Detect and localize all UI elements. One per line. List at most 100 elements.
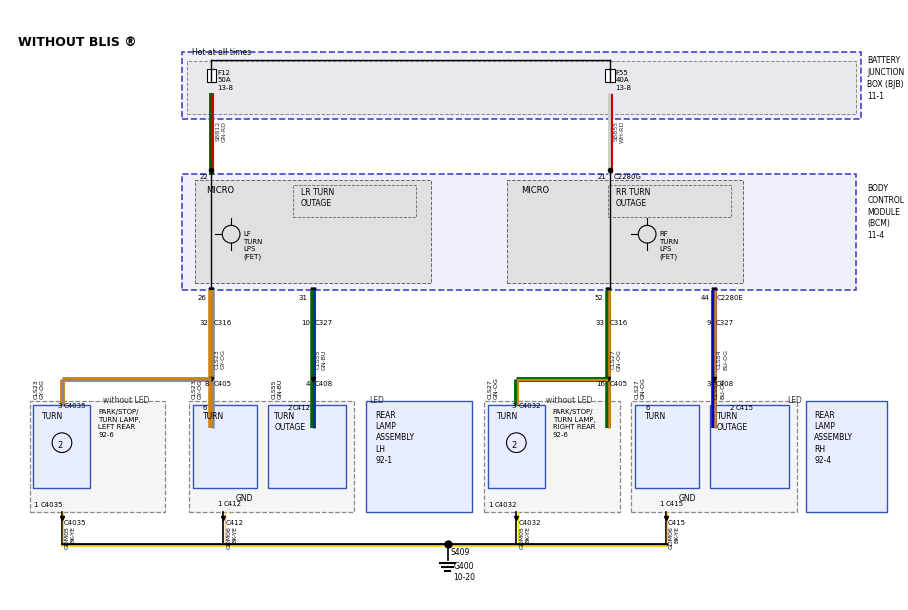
Text: TURN: TURN (43, 412, 64, 421)
Text: without LED: without LED (546, 396, 592, 406)
FancyBboxPatch shape (507, 180, 743, 284)
Text: C4032: C4032 (518, 403, 541, 409)
Text: WH-RD: WH-RD (619, 121, 625, 143)
Text: 2: 2 (511, 441, 517, 450)
FancyBboxPatch shape (187, 61, 855, 114)
Text: 9: 9 (706, 320, 711, 326)
Text: C405: C405 (213, 381, 232, 387)
FancyBboxPatch shape (366, 401, 472, 512)
Text: BODY
CONTROL
MODULE
(BCM)
11-4: BODY CONTROL MODULE (BCM) 11-4 (867, 184, 904, 240)
Text: 6: 6 (646, 405, 650, 411)
Text: 3: 3 (706, 381, 711, 387)
FancyBboxPatch shape (631, 401, 796, 512)
Text: CLS54: CLS54 (714, 380, 719, 400)
Text: GN-BU: GN-BU (321, 350, 327, 370)
Text: GN-OG: GN-OG (617, 350, 622, 371)
Text: GND: GND (678, 494, 696, 503)
Text: C405: C405 (610, 381, 627, 387)
Text: Hot at all times: Hot at all times (192, 48, 251, 57)
Text: SBB55: SBB55 (614, 121, 618, 141)
Text: 2: 2 (57, 441, 63, 450)
Text: BK-YE: BK-YE (71, 526, 75, 544)
Text: GND: GND (236, 494, 253, 503)
Text: 52: 52 (594, 295, 603, 301)
Text: LF
TURN
LPS
(FET): LF TURN LPS (FET) (243, 231, 262, 260)
Text: 1: 1 (659, 501, 664, 507)
Text: LED: LED (787, 396, 802, 406)
Text: 22: 22 (200, 174, 209, 180)
Text: GDM06: GDM06 (669, 526, 674, 549)
FancyBboxPatch shape (293, 185, 416, 218)
FancyBboxPatch shape (806, 401, 887, 512)
Text: GN-BU: GN-BU (277, 379, 282, 400)
Text: RR TURN
OUTAGE: RR TURN OUTAGE (616, 188, 650, 208)
Text: C412: C412 (223, 501, 242, 507)
Text: 26: 26 (198, 295, 206, 301)
Text: SBB12: SBB12 (215, 121, 221, 142)
Text: without LED: without LED (104, 396, 150, 406)
Text: C316: C316 (213, 320, 232, 326)
Text: 1: 1 (34, 501, 38, 508)
Text: 33: 33 (596, 320, 605, 326)
Text: G400
10-20: G400 10-20 (453, 562, 476, 582)
Text: 6: 6 (202, 405, 207, 411)
Text: LR TURN
OUTAGE: LR TURN OUTAGE (301, 188, 334, 208)
Text: C408: C408 (716, 381, 735, 387)
Text: WITHOUT BLIS ®: WITHOUT BLIS ® (17, 37, 136, 49)
Text: C412: C412 (225, 520, 243, 526)
Text: 4: 4 (305, 381, 310, 387)
Bar (605, 69, 615, 82)
Text: C412: C412 (293, 405, 311, 411)
Text: GY-OG: GY-OG (198, 379, 202, 400)
Text: CLS27: CLS27 (635, 379, 639, 400)
Text: BK-YE: BK-YE (232, 526, 237, 544)
Text: RF
TURN
LPS
(FET): RF TURN LPS (FET) (659, 231, 678, 260)
Text: 2: 2 (287, 405, 291, 411)
Text: 8: 8 (204, 381, 209, 387)
FancyBboxPatch shape (488, 405, 545, 488)
Text: REAR
LAMP
ASSEMBLY
LH
92-1: REAR LAMP ASSEMBLY LH 92-1 (376, 411, 415, 465)
Text: C316: C316 (610, 320, 628, 326)
Text: 1: 1 (217, 501, 222, 507)
Text: CLS54: CLS54 (717, 350, 722, 369)
Text: 31: 31 (299, 295, 308, 301)
Text: F12
50A
13-8: F12 50A 13-8 (217, 70, 233, 91)
Text: GN-OG: GN-OG (640, 378, 646, 400)
FancyBboxPatch shape (189, 401, 354, 512)
Text: F55
40A
13-8: F55 40A 13-8 (616, 70, 632, 91)
Text: BATTERY
JUNCTION
BOX (BJB)
11-1: BATTERY JUNCTION BOX (BJB) 11-1 (867, 56, 904, 101)
Text: CLS27: CLS27 (611, 350, 616, 369)
Text: C2280E: C2280E (717, 295, 744, 301)
Text: 21: 21 (598, 174, 607, 180)
Text: GDM06: GDM06 (226, 526, 232, 549)
Text: C327: C327 (716, 320, 735, 326)
Text: CLS55: CLS55 (316, 350, 321, 369)
Text: 3: 3 (57, 403, 62, 409)
Text: CLS55: CLS55 (271, 380, 276, 400)
Text: LED: LED (369, 396, 384, 406)
Text: GN-RD: GN-RD (222, 121, 226, 142)
Bar (206, 69, 216, 82)
Text: 32: 32 (200, 320, 209, 326)
Text: CLS23: CLS23 (192, 379, 197, 400)
FancyBboxPatch shape (484, 401, 619, 512)
Text: 16: 16 (596, 381, 605, 387)
Text: C327: C327 (315, 320, 333, 326)
FancyBboxPatch shape (182, 174, 855, 290)
Text: BK-YE: BK-YE (525, 526, 530, 544)
Text: MICRO: MICRO (206, 186, 234, 195)
Text: C4035: C4035 (40, 501, 63, 508)
Text: PARK/STOP/
TURN LAMP,
RIGHT REAR
92-6: PARK/STOP/ TURN LAMP, RIGHT REAR 92-6 (553, 409, 596, 438)
Text: C415: C415 (667, 520, 686, 526)
FancyBboxPatch shape (268, 405, 346, 488)
Text: CLS23: CLS23 (34, 379, 38, 400)
Text: 3: 3 (512, 403, 517, 409)
Text: C4032: C4032 (495, 501, 518, 508)
FancyBboxPatch shape (182, 52, 861, 119)
Text: REAR
LAMP
ASSEMBLY
RH
92-4: REAR LAMP ASSEMBLY RH 92-4 (814, 411, 854, 465)
FancyBboxPatch shape (29, 401, 165, 512)
Text: TURN
OUTAGE: TURN OUTAGE (274, 412, 305, 432)
Text: TURN: TURN (202, 412, 224, 421)
Text: GY-OG: GY-OG (221, 350, 225, 369)
Text: MICRO: MICRO (521, 186, 549, 195)
